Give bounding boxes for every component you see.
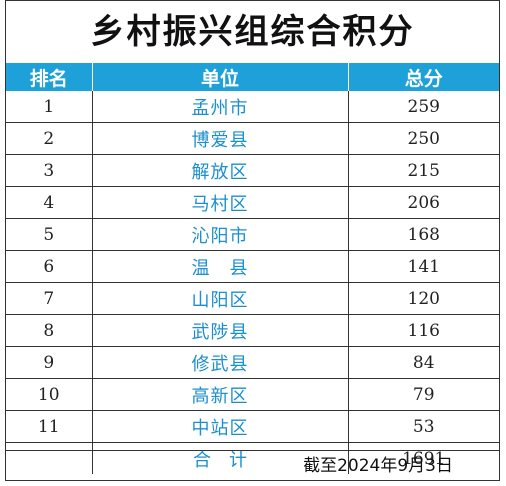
score-cell: 120 [348, 282, 499, 315]
rank-cell: 6 [6, 250, 93, 283]
rank-cell: 2 [6, 122, 93, 155]
table-row: 7 山阳区 120 [6, 282, 499, 315]
unit-cell: 修武县 [92, 346, 349, 379]
table-header-row: 排名 单位 总分 [6, 63, 499, 91]
table-row: 2 博爱县 250 [6, 122, 499, 155]
unit-cell: 孟州市 [92, 91, 349, 123]
table-row: 5 沁阳市 168 [6, 218, 499, 251]
score-cell: 53 [348, 410, 499, 443]
rank-cell: 9 [6, 346, 93, 379]
rank-cell: 11 [6, 410, 93, 443]
date-note: 截至2024年9月3日 [6, 450, 499, 480]
score-table: 排名 单位 总分 1 孟州市 259 2 博爱县 250 3 解放区 215 4 马村区 206 5 沁阳… [6, 63, 499, 474]
rank-cell: 1 [6, 91, 93, 123]
score-cell: 141 [348, 250, 499, 283]
total-rank-empty [6, 442, 93, 474]
unit-cell: 山阳区 [92, 282, 349, 315]
table-row: 9 修武县 84 [6, 346, 499, 379]
total-score: 1691 [348, 442, 499, 474]
rank-cell: 7 [6, 282, 93, 315]
score-sheet: 乡村振兴组综合积分 排名 单位 总分 1 孟州市 259 2 博爱县 250 3 解放区 215… [5, 0, 500, 481]
unit-cell: 沁阳市 [92, 218, 349, 251]
table-row: 8 武陟县 116 [6, 314, 499, 347]
unit-cell: 马村区 [92, 186, 349, 219]
rank-cell: 5 [6, 218, 93, 251]
rank-cell: 8 [6, 314, 93, 347]
score-cell: 215 [348, 154, 499, 187]
column-header-score: 总分 [347, 63, 499, 91]
column-header-rank: 排名 [6, 63, 93, 91]
total-row: 合 计 1691 [6, 442, 499, 474]
page-title: 乡村振兴组综合积分 [90, 12, 415, 52]
unit-cell: 解放区 [92, 154, 349, 187]
unit-cell: 中站区 [92, 410, 349, 443]
score-cell: 116 [348, 314, 499, 347]
score-cell: 79 [348, 378, 499, 411]
unit-cell: 温 县 [92, 250, 349, 283]
total-label: 合 计 [92, 442, 349, 474]
unit-cell: 高新区 [92, 378, 349, 411]
table-row: 1 孟州市 259 [6, 91, 499, 123]
score-cell: 259 [407, 96, 440, 117]
table-row: 11 中站区 53 [6, 410, 499, 443]
table-row: 4 马村区 206 [6, 186, 499, 219]
rank-cell: 3 [6, 154, 93, 187]
column-header-unit: 单位 [91, 63, 349, 91]
score-cell: 206 [348, 186, 499, 219]
table-row: 10 高新区 79 [6, 378, 499, 411]
table-row: 3 解放区 215 [6, 154, 499, 187]
score-cell: 250 [348, 122, 499, 155]
score-cell: 84 [348, 346, 499, 379]
rank-cell: 10 [6, 378, 93, 411]
score-cell: 168 [348, 218, 499, 251]
unit-cell: 武陟县 [92, 314, 349, 347]
rank-cell: 4 [6, 186, 93, 219]
unit-cell: 博爱县 [92, 122, 349, 155]
